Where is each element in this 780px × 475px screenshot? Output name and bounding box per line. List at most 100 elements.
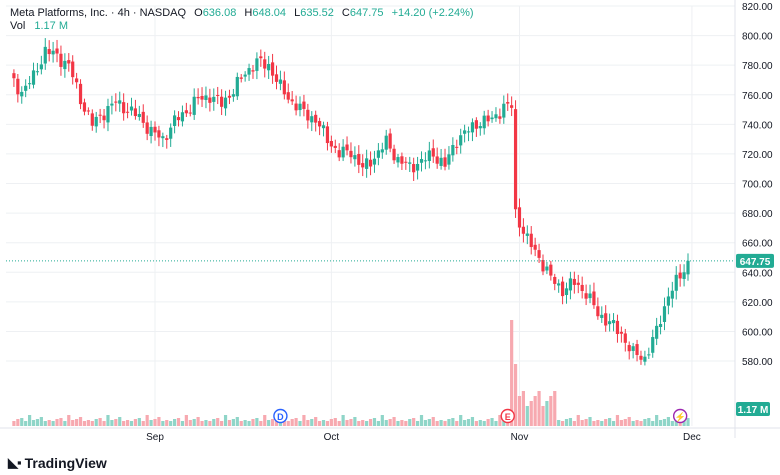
volume-legend: Vol 1.17 M <box>10 20 68 32</box>
volume-bar <box>180 421 185 426</box>
volume-bar <box>63 421 67 426</box>
candle-down <box>541 260 545 272</box>
volume-bar <box>243 420 247 426</box>
volume-bar <box>298 421 302 426</box>
volume-bar <box>400 420 404 426</box>
candle-up <box>643 356 647 362</box>
volume-bar <box>200 421 204 426</box>
volume-bar <box>517 396 522 426</box>
candle-down <box>388 133 392 149</box>
candle-up <box>321 125 326 129</box>
candle-up <box>20 91 24 97</box>
low-value: 635.52 <box>300 7 334 19</box>
volume-bar <box>541 406 545 426</box>
high-label: H <box>244 7 253 19</box>
volume-bar <box>216 418 220 426</box>
price-axis[interactable]: 820.00 800.00 780.00 760.00 740.00 720.00 700.… <box>734 0 774 438</box>
candle-up <box>651 337 655 353</box>
candle-down <box>165 138 169 140</box>
volume-bar <box>212 419 216 426</box>
candle-up <box>600 314 604 318</box>
time-axis[interactable]: Sep Oct Nov Dec <box>0 427 780 443</box>
volume-label: Vol <box>10 20 26 32</box>
volume-bar <box>137 418 141 426</box>
volume-bar <box>643 419 647 426</box>
volume-bar <box>510 320 514 426</box>
volume-bar <box>553 391 557 426</box>
volume-bar <box>482 421 486 426</box>
event-marker-earnings <box>500 408 515 424</box>
volume-bar <box>118 417 122 426</box>
price-tick-label: 740.00 <box>742 120 773 131</box>
candle-down <box>196 96 200 99</box>
candle-up <box>365 158 369 169</box>
volume-bar <box>102 421 106 426</box>
volume-bar <box>220 421 224 426</box>
candle-down <box>596 306 600 317</box>
candle-up <box>384 135 388 150</box>
volume-bar <box>157 417 161 426</box>
volume-bar <box>608 418 612 426</box>
candle-down <box>263 59 267 69</box>
volume-bar <box>20 418 24 426</box>
candle-up <box>611 320 616 324</box>
volume-bar <box>39 417 43 426</box>
volume-bar <box>270 419 275 426</box>
candle-up <box>396 157 400 163</box>
candle-down <box>306 109 310 121</box>
candle-down <box>431 148 435 157</box>
volume-bar <box>686 418 690 426</box>
volume-bar <box>122 421 126 426</box>
volume-bar <box>662 419 667 426</box>
candle-down <box>55 48 59 54</box>
symbol-title[interactable]: Meta Platforms, Inc. · 4h · NASDAQ <box>10 7 187 19</box>
volume-bar <box>12 421 16 426</box>
candle-down <box>208 97 212 103</box>
candle-up <box>169 127 173 139</box>
candle-down <box>125 111 130 113</box>
candle-down <box>498 116 502 119</box>
candle-down <box>443 157 447 167</box>
candle-down <box>153 126 157 133</box>
candle-down <box>576 282 580 285</box>
volume-bar <box>564 419 569 426</box>
volume-bar <box>666 417 671 426</box>
volume-bar <box>78 417 83 426</box>
volume-bar <box>227 420 232 426</box>
volume-bar <box>329 419 333 426</box>
volume-bar <box>635 420 639 426</box>
grid-lines <box>6 5 735 426</box>
candle-down <box>623 333 627 343</box>
volume-bar <box>153 419 157 426</box>
tradingview-logo[interactable]: ◣▪ TradingView <box>8 455 107 471</box>
candle-down <box>16 78 20 95</box>
volume-bar <box>392 417 396 426</box>
candle-down <box>90 113 94 126</box>
candle-up <box>658 324 663 328</box>
price-tick-label: 660.00 <box>742 239 773 250</box>
volume-bar <box>651 421 655 426</box>
tradingview-wordmark: TradingView <box>24 455 107 471</box>
volume-bar <box>133 419 138 426</box>
volume-bar <box>627 417 631 426</box>
candle-up <box>423 160 428 162</box>
volume-bar <box>51 421 55 426</box>
candle-down <box>627 345 631 352</box>
volume-bar <box>333 418 337 426</box>
candle-down <box>553 276 557 284</box>
volume-bar <box>502 420 506 426</box>
volume-bar <box>419 415 424 426</box>
volume-bar <box>513 364 518 426</box>
candle-down <box>529 233 533 248</box>
candle-up <box>682 272 686 279</box>
volume-bar <box>282 420 286 426</box>
candle-up <box>372 158 377 165</box>
volume-bar <box>408 419 412 426</box>
volume-bar <box>670 421 674 426</box>
volume-bar <box>647 418 651 426</box>
volume-bar <box>545 401 549 426</box>
candle-up <box>380 149 384 153</box>
candle-up <box>137 113 141 117</box>
candle-down <box>412 164 416 173</box>
